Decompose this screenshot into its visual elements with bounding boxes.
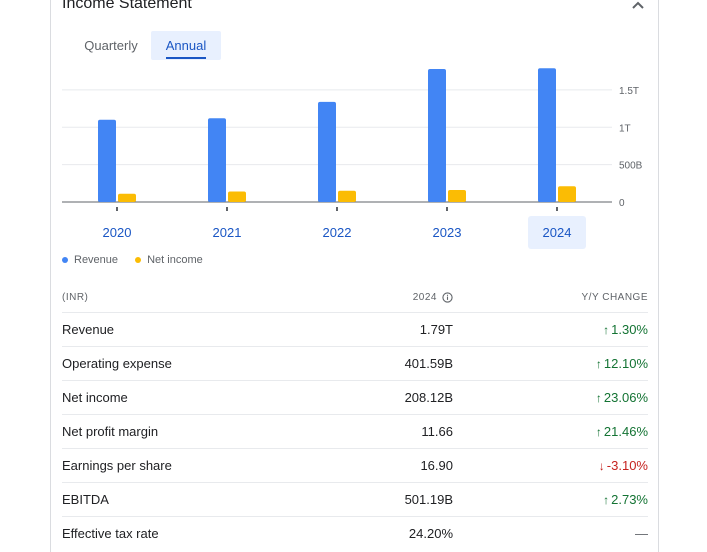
section-title: Income Statement <box>62 0 192 12</box>
bar-revenue-2020[interactable] <box>98 119 116 202</box>
row-change-value: 23.06% <box>603 390 648 405</box>
income-chart: 0 500B 1T 1.5T 2020 2021 2022 2023 2024 <box>62 68 643 249</box>
year-header: 2024 <box>413 292 453 303</box>
legend-dot-net-income <box>135 257 142 263</box>
legend-label-net-income: Net income <box>147 254 203 266</box>
tab-quarterly[interactable]: Quarterly <box>84 38 138 53</box>
tab-annual-label: Annual <box>165 38 207 53</box>
table-row: Revenue 1.79T ↑ 1.30% <box>62 313 648 347</box>
legend-item-revenue[interactable]: Revenue <box>62 254 118 266</box>
y-tick-label: 1T <box>619 123 631 134</box>
row-change: ↓ -3.10% <box>599 458 648 473</box>
row-value: 24.20% <box>408 526 453 541</box>
legend-dot-revenue <box>62 257 68 263</box>
chevron-up-icon[interactable] <box>628 0 648 16</box>
bar-revenue-2023[interactable] <box>428 68 446 202</box>
row-change: ↑ 23.06% <box>596 390 648 405</box>
change-header: Y/Y CHANGE <box>581 292 648 303</box>
table-row: EBITDA 501.19B ↑ 2.73% <box>62 483 648 517</box>
arrow-down-icon: ↓ <box>598 458 605 473</box>
table-row: Effective tax rate 24.20% — <box>62 517 648 550</box>
row-value: 208.12B <box>404 390 453 405</box>
arrow-up-icon: ↑ <box>603 322 610 337</box>
y-tick-label: 1.5T <box>619 86 639 97</box>
row-label: Revenue <box>62 322 115 337</box>
arrow-up-icon: ↑ <box>595 356 602 371</box>
legend-item-net-income[interactable]: Net income <box>135 254 203 266</box>
table-row: Operating expense 401.59B ↑ 12.10% <box>62 347 648 381</box>
legend-label-revenue: Revenue <box>74 254 119 266</box>
row-change-value: 21.46% <box>603 424 648 439</box>
table-header: (INR) 2024 Y/Y CHANGE <box>62 289 648 313</box>
x-tick-label-2022[interactable]: 2022 <box>323 225 352 240</box>
x-tick-label-2023[interactable]: 2023 <box>433 225 462 240</box>
x-tick-label-2021[interactable]: 2021 <box>213 225 242 240</box>
row-label: Operating expense <box>62 356 172 371</box>
selected-year-highlight <box>528 216 586 249</box>
row-change-value: 12.10% <box>603 356 648 371</box>
row-change-value: 1.30% <box>611 322 648 337</box>
x-tick-label-2024[interactable]: 2024 <box>543 225 572 240</box>
row-value: 501.19B <box>404 492 453 507</box>
bar-net-income-2022[interactable] <box>338 190 356 202</box>
row-label: Earnings per share <box>62 458 172 473</box>
row-change-value: — <box>635 526 648 541</box>
row-change: ↑ 1.30% <box>603 322 648 337</box>
financials-table: (INR) 2024 Y/Y CHANGE Revenue 1.79T ↑ 1.30%… <box>62 289 648 550</box>
row-label: EBITDA <box>62 492 109 507</box>
arrow-up-icon: ↑ <box>595 390 602 405</box>
row-label: Net profit margin <box>62 424 159 439</box>
row-value: 16.90 <box>420 458 453 473</box>
arrow-up-icon: ↑ <box>603 492 610 507</box>
chart-legend: Revenue Net income <box>62 254 217 268</box>
row-label: Net income <box>62 390 128 405</box>
y-tick-label: 0 <box>619 198 625 209</box>
row-change-value: -3.10% <box>606 458 648 473</box>
table-row: Net profit margin 11.66 ↑ 21.46% <box>62 415 648 449</box>
bar-revenue-2022[interactable] <box>318 101 336 202</box>
row-value: 1.79T <box>419 322 453 337</box>
year-header-label: 2024 <box>412 292 437 303</box>
row-value: 401.59B <box>404 356 453 371</box>
selected-tab-indicator <box>166 57 206 59</box>
bar-revenue-2024[interactable] <box>538 68 556 202</box>
income-statement-card <box>50 0 659 552</box>
y-tick-label: 500B <box>619 161 643 172</box>
row-value: 11.66 <box>421 424 453 439</box>
row-change-value: 2.73% <box>611 492 648 507</box>
bar-net-income-2023[interactable] <box>448 190 466 202</box>
row-change: ↑ 21.46% <box>596 424 648 439</box>
currency-header: (INR) <box>62 292 89 303</box>
row-label: Effective tax rate <box>62 526 159 541</box>
arrow-up-icon: ↑ <box>595 424 602 439</box>
bar-net-income-2021[interactable] <box>228 191 246 202</box>
row-change: — <box>635 526 648 541</box>
bar-net-income-2024[interactable] <box>558 186 576 202</box>
x-tick-label-2020[interactable]: 2020 <box>103 225 132 240</box>
table-row: Earnings per share 16.90 ↓ -3.10% <box>62 449 648 483</box>
tab-annual[interactable]: Annual <box>151 31 221 60</box>
table-row: Net income 208.12B ↑ 23.06% <box>62 381 648 415</box>
info-icon[interactable] <box>442 292 453 303</box>
table-body: Revenue 1.79T ↑ 1.30% Operating expense 401.5… <box>62 313 648 550</box>
bar-net-income-2020[interactable] <box>118 193 136 202</box>
row-change: ↑ 12.10% <box>596 356 648 371</box>
row-change: ↑ 2.73% <box>603 492 648 507</box>
bar-revenue-2021[interactable] <box>208 118 226 202</box>
